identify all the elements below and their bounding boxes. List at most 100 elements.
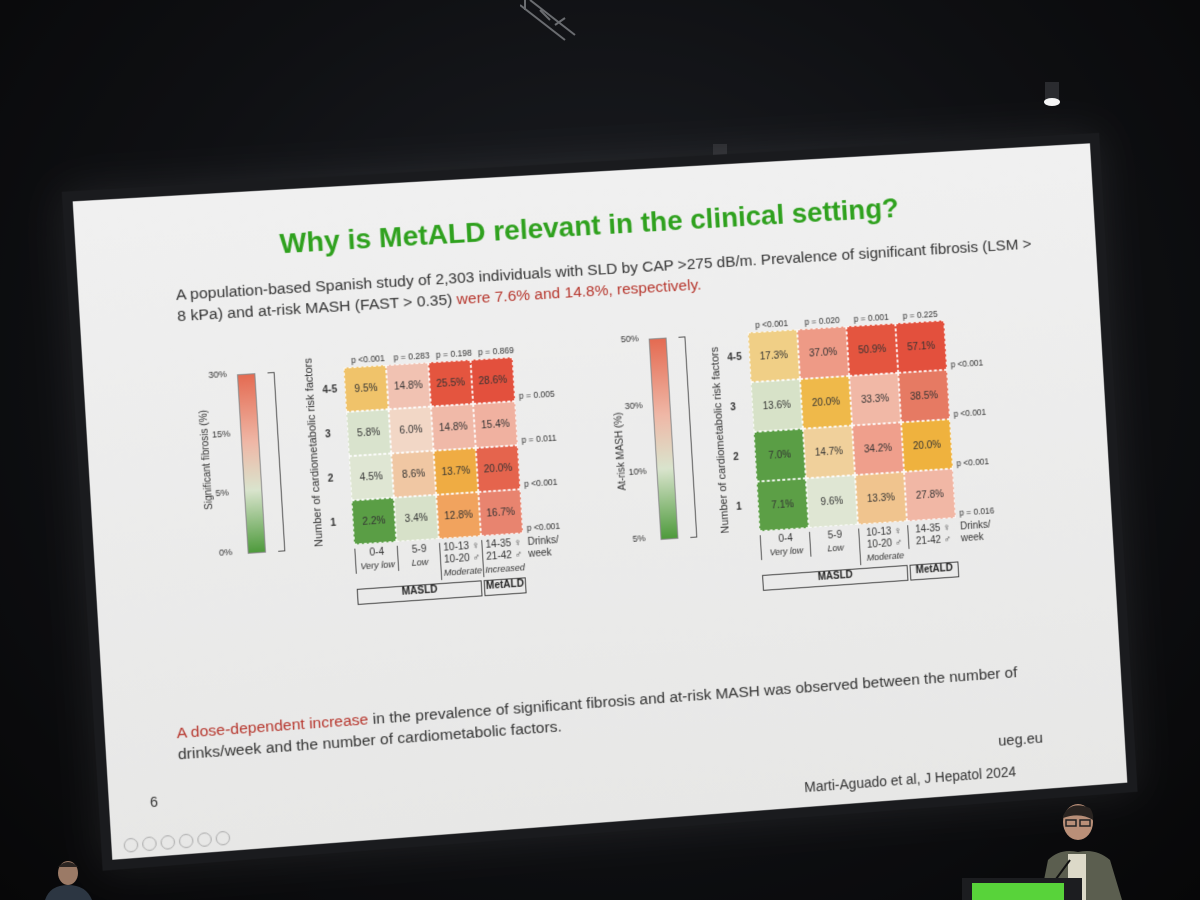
heatmap-cell: 14.7% (803, 426, 855, 479)
heatmap-cell: 20.0% (800, 376, 852, 429)
column-level: Very low (360, 559, 395, 571)
column-label: 14-35 ♀ 21-42 ♂ Increased (481, 537, 526, 577)
heatmap-cell: 28.6% (470, 357, 515, 404)
row-p-value: p <0.001 (950, 358, 983, 370)
heatmap-cell: 8.6% (391, 451, 436, 498)
legend-tick-label: 30% (624, 400, 643, 411)
heatmap-cell: 16.7% (478, 489, 523, 536)
audience-member (40, 855, 100, 900)
legend-tick-label: 0% (219, 547, 233, 558)
column-p-value: p = 0.001 (853, 312, 889, 324)
row-label: 1 (330, 518, 336, 529)
heatmap-cell: 38.5% (898, 370, 950, 423)
heatmap-cell: 7.1% (757, 478, 809, 531)
legend-tick-label: 5% (215, 488, 229, 499)
column-level: Low (411, 557, 428, 568)
column-p-value: p = 0.869 (478, 345, 514, 357)
row-label: 2 (327, 473, 333, 484)
column-p-value: p <0.001 (755, 318, 788, 330)
stage-light (1035, 78, 1069, 110)
conclusion-main: in the prevalence of significant fibrosi… (177, 664, 1017, 763)
more-control-icon[interactable] (215, 831, 230, 846)
heatmap-cell: 57.1% (895, 320, 947, 373)
heatmap-cell: 2.2% (351, 498, 396, 545)
column-p-value: p = 0.283 (393, 350, 430, 362)
heatmap-cell: 13.3% (855, 472, 907, 525)
row-p-value: p <0.001 (526, 521, 560, 533)
column-level: Moderate (866, 550, 904, 562)
heatmap-cell: 14.8% (431, 404, 476, 451)
column-label: 14-35 ♀ 21-42 ♂ (907, 522, 958, 549)
column-label: 10-13 ♀ 10-20 ♂ Moderate (858, 525, 910, 565)
legend-color-bar (649, 338, 679, 540)
column-p-value: p = 0.020 (804, 315, 840, 327)
column-label: 0-4 Very low (760, 532, 812, 560)
legend-color-bar (237, 373, 266, 554)
column-level: Very low (769, 545, 803, 557)
heatmap-cell: 20.0% (476, 445, 521, 492)
heatmap-cell: 50.9% (846, 323, 898, 376)
heatmap-cell: 17.3% (748, 329, 800, 382)
projection-screen: Why is MetALD relevant in the clinical s… (53, 122, 1130, 880)
heatmap-cell: 7.0% (754, 429, 806, 482)
column-label: 0-4 Very low (354, 546, 399, 574)
column-level: Increased (485, 562, 525, 575)
row-label: 1 (736, 502, 742, 513)
heatmap-cell: 3.4% (394, 495, 439, 542)
masld-group-label: MASLD (357, 580, 483, 605)
y-axis-title: Number of cardiometabolic risk factors (709, 346, 732, 533)
fibrosis-heatmap: 30% 15% 5% 0% Significant fibrosis (%) Number… (164, 325, 564, 621)
prev-control-icon[interactable] (123, 838, 138, 853)
column-label: 5-9 Low (809, 528, 861, 556)
legend-tick-label: 5% (632, 533, 646, 544)
conclusion-text: A dose-dependent increase in the prevale… (176, 660, 1054, 766)
row-p-value: p <0.001 (956, 456, 989, 468)
column-level: Moderate (444, 565, 483, 578)
legend-tick-label: 30% (208, 369, 227, 380)
column-range: 0-4 (761, 532, 811, 547)
row-label: 3 (730, 402, 736, 413)
legend-tick-label: 10% (628, 466, 647, 477)
presentation-controls[interactable] (123, 831, 230, 853)
legend-title: Significant fibrosis (%) (198, 410, 215, 511)
ceiling-truss (520, 0, 580, 45)
row-label: 4-5 (322, 384, 337, 396)
column-p-value: p <0.001 (351, 353, 385, 365)
mash-heatmap: 50% 30% 10% 5% At-risk MASH (%) Number of car… (587, 287, 1018, 612)
heatmap-cell: 20.0% (901, 419, 953, 472)
next-control-icon[interactable] (142, 836, 157, 851)
row-p-value: p = 0.005 (519, 389, 555, 401)
row-p-value: p = 0.011 (521, 433, 557, 445)
column-p-value: p = 0.198 (436, 348, 472, 360)
column-range: 14-35 ♀ 21-42 ♂ (908, 522, 958, 549)
heatmap-cell: 4.5% (349, 453, 394, 500)
drinks-per-week-label: Drinks/ week (960, 520, 992, 546)
column-range: 5-9 (398, 543, 441, 558)
heatmap-cell: 6.0% (389, 407, 434, 454)
page-number: 6 (149, 793, 158, 810)
column-level: Low (827, 542, 844, 553)
row-label: 2 (733, 452, 739, 463)
heatmap-cell: 5.8% (346, 409, 391, 456)
legend-bracket (267, 372, 285, 552)
zoom-control-icon[interactable] (197, 832, 212, 847)
legend-tick-label: 50% (620, 333, 639, 344)
drinks-per-week-label: Drinks/ week (527, 535, 560, 561)
legend-tick-label: 15% (212, 428, 231, 439)
column-range: 10-13 ♀ 10-20 ♂ (440, 540, 484, 567)
column-label: 10-13 ♀ 10-20 ♂ Moderate (439, 540, 484, 580)
metald-group-label: MetALD (484, 577, 527, 596)
column-range: 10-13 ♀ 10-20 ♂ (859, 525, 909, 552)
column-label: 5-9 Low (397, 543, 442, 571)
heatmap-grid: 17.3% 37.0% 50.9% 57.1% 13.6% 20.0% 33.3% 38.5%… (748, 320, 956, 531)
row-p-value: p <0.001 (953, 407, 986, 419)
row-label: 3 (325, 429, 331, 440)
slides-control-icon[interactable] (179, 833, 194, 848)
website-label: ueg.eu (998, 730, 1044, 750)
heatmap-cell: 14.8% (386, 362, 431, 409)
row-p-value: p = 0.016 (959, 505, 994, 517)
heatmap-cell: 12.8% (436, 492, 481, 539)
pen-control-icon[interactable] (160, 835, 175, 850)
column-p-value: p = 0.225 (902, 309, 937, 321)
heatmap-cell: 37.0% (797, 326, 849, 379)
